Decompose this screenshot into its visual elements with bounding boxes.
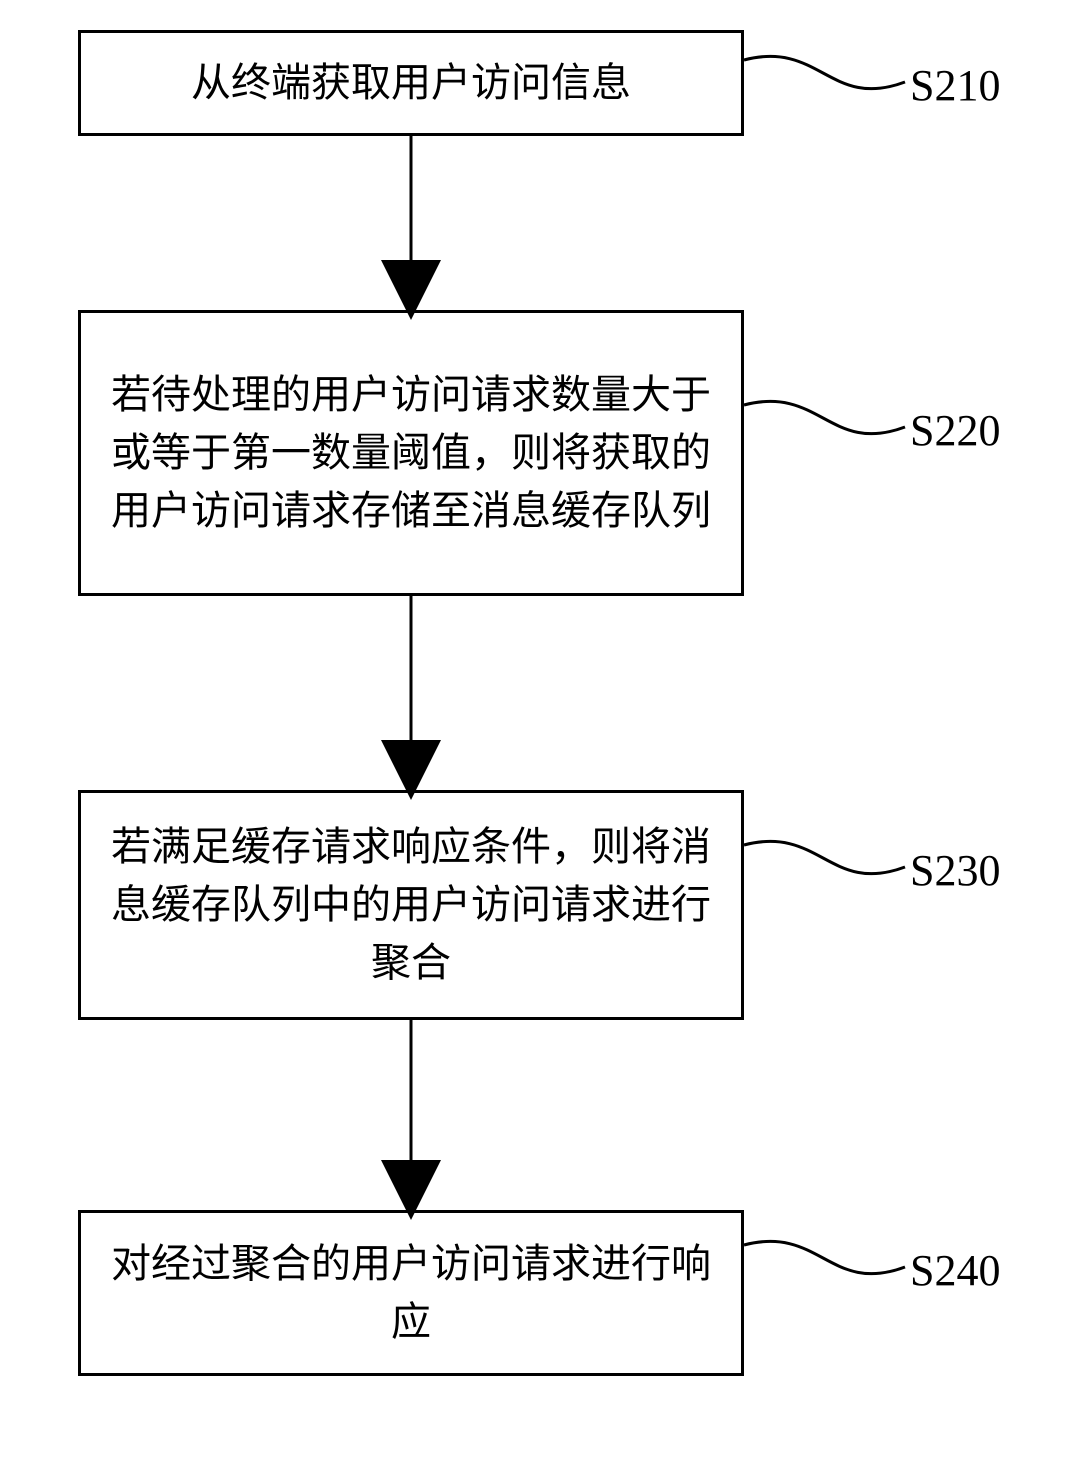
step-label-text: S210 bbox=[910, 61, 1000, 110]
flow-node-text: 若待处理的用户访问请求数量大于或等于第一数量阈值，则将获取的用户访问请求存储至消… bbox=[101, 366, 721, 540]
flow-node-s210: 从终端获取用户访问信息 bbox=[78, 30, 744, 136]
leader-curve bbox=[744, 401, 905, 433]
step-label-s230: S230 bbox=[910, 845, 1000, 896]
flow-node-s230: 若满足缓存请求响应条件，则将消息缓存队列中的用户访问请求进行聚合 bbox=[78, 790, 744, 1020]
flow-node-text: 若满足缓存请求响应条件，则将消息缓存队列中的用户访问请求进行聚合 bbox=[101, 818, 721, 992]
flow-node-s220: 若待处理的用户访问请求数量大于或等于第一数量阈值，则将获取的用户访问请求存储至消… bbox=[78, 310, 744, 596]
flow-node-text: 从终端获取用户访问信息 bbox=[191, 54, 631, 112]
step-label-text: S220 bbox=[910, 406, 1000, 455]
flow-node-s240: 对经过聚合的用户访问请求进行响应 bbox=[78, 1210, 744, 1376]
flowchart-canvas: 从终端获取用户访问信息 若待处理的用户访问请求数量大于或等于第一数量阈值，则将获… bbox=[0, 0, 1087, 1484]
step-label-text: S230 bbox=[910, 846, 1000, 895]
step-label-s210: S210 bbox=[910, 60, 1000, 111]
flow-node-text: 对经过聚合的用户访问请求进行响应 bbox=[101, 1235, 721, 1351]
step-label-s240: S240 bbox=[910, 1245, 1000, 1296]
step-label-text: S240 bbox=[910, 1246, 1000, 1295]
step-label-s220: S220 bbox=[910, 405, 1000, 456]
leader-curve bbox=[744, 841, 905, 873]
leader-curve bbox=[744, 56, 905, 88]
leader-curve bbox=[744, 1241, 905, 1273]
